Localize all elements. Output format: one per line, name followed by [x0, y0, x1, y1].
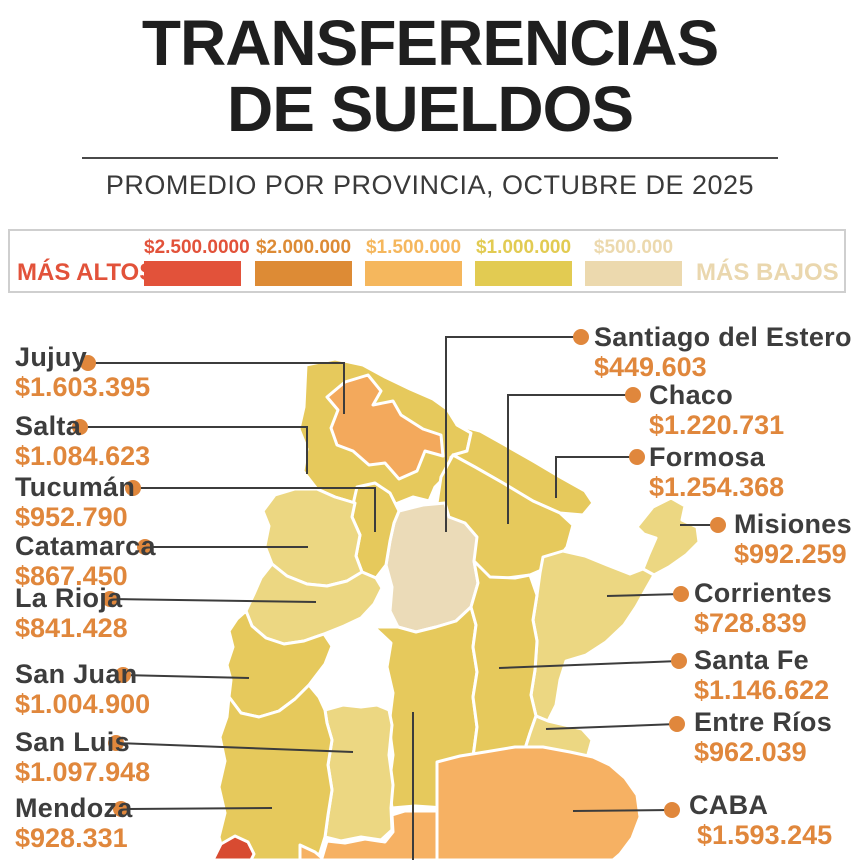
- legend-bucket-1: $2.000.000: [255, 237, 352, 286]
- province-name: Misiones: [734, 509, 852, 539]
- province-value: $1.097.948: [15, 757, 151, 787]
- province-name: Mendoza: [15, 793, 133, 823]
- legend-bucket-2-label: $1.500.000: [365, 237, 462, 258]
- legend-bucket-0-label: $2.500.0000: [144, 237, 250, 258]
- page-title: TRANSFERENCIAS DE SUELDOS: [0, 10, 860, 142]
- province-name: Corrientes: [694, 578, 833, 608]
- province-name: Jujuy: [15, 342, 88, 372]
- province-name: La Rioja: [15, 583, 123, 613]
- province-value: $1.593.245: [697, 820, 833, 850]
- province-label-salta: Salta $1.084.623: [15, 412, 150, 470]
- legend-bucket-1-label: $2.000.000: [255, 237, 352, 258]
- province-label-entre-rios: Entre Ríos $962.039: [694, 708, 832, 766]
- province-value: $952.790: [15, 502, 128, 532]
- province-label-san-juan: San Juan $1.004.900: [15, 660, 150, 718]
- province-name: San Juan: [15, 659, 138, 689]
- province-label-jujuy: Jujuy $1.603.395: [15, 343, 150, 401]
- province-name: Santa Fe: [694, 645, 809, 675]
- province-value: $1.603.395: [15, 372, 151, 402]
- legend-bucket-4-swatch: [585, 261, 682, 286]
- province-label-misiones: Misiones $992.259: [734, 510, 852, 568]
- province-name: CABA: [689, 790, 769, 820]
- province-value: $1.254.368: [649, 472, 785, 502]
- province-misiones: [635, 496, 701, 577]
- argentina-map: [211, 357, 701, 860]
- province-name: Catamarca: [15, 531, 156, 561]
- province-label-corrientes: Corrientes $728.839: [694, 579, 832, 637]
- province-name: San Luis: [15, 727, 130, 757]
- legend-bucket-2: $1.500.000: [365, 237, 462, 286]
- province-value: $1.220.731: [649, 410, 785, 440]
- page-subtitle: PROMEDIO POR PROVINCIA, OCTUBRE DE 2025: [105, 170, 755, 200]
- province-value: $992.259: [734, 539, 847, 569]
- legend-low-label: MÁS BAJOS: [696, 259, 839, 286]
- province-value: $1.084.623: [15, 441, 151, 471]
- province-corrientes: [529, 549, 656, 723]
- province-san-luis: [323, 703, 395, 843]
- province-name: Entre Ríos: [694, 707, 833, 737]
- province-value: $867.450: [15, 561, 128, 591]
- legend-bucket-2-swatch: [365, 261, 462, 286]
- province-value: $928.331: [15, 823, 128, 853]
- province-name: Salta: [15, 411, 82, 441]
- province-label-tucuman: Tucumán $952.790: [15, 473, 135, 531]
- legend-bucket-0-swatch: [144, 261, 241, 286]
- province-label-la-rioja: La Rioja $841.428: [15, 584, 128, 642]
- title-line-2: DE SUELDOS: [226, 73, 634, 145]
- legend-bucket-0: $2.500.0000: [144, 237, 250, 286]
- province-value: $1.004.900: [15, 689, 151, 719]
- legend-bucket-1-swatch: [255, 261, 352, 286]
- province-value: $728.839: [694, 608, 807, 638]
- province-value: $962.039: [694, 737, 807, 767]
- province-label-santiago-del-estero: Santiago del Estero $449.603: [594, 323, 852, 381]
- province-label-catamarca: Catamarca $867.450: [15, 532, 156, 590]
- province-value: $1.146.622: [694, 675, 830, 705]
- province-value: $449.603: [594, 352, 707, 382]
- province-neuquen: [211, 834, 256, 860]
- province-name: Santiago del Estero: [594, 322, 852, 352]
- legend-bucket-3-swatch: [475, 261, 572, 286]
- legend-high-label: MÁS ALTOS: [17, 259, 156, 286]
- province-name: Chaco: [649, 380, 734, 410]
- province-label-chaco: Chaco $1.220.731: [649, 381, 784, 439]
- legend-bucket-4-label: $500.000: [593, 237, 674, 258]
- title-line-1: TRANSFERENCIAS: [141, 7, 719, 79]
- legend-bucket-3: $1.000.000: [475, 237, 572, 286]
- province-label-mendoza: Mendoza $928.331: [15, 794, 133, 852]
- province-label-santa-fe: Santa Fe $1.146.622: [694, 646, 829, 704]
- legend-bucket-3-label: $1.000.000: [475, 237, 572, 258]
- title-divider: [82, 157, 778, 159]
- legend-bucket-4: $500.000: [585, 237, 682, 286]
- province-name: Tucumán: [15, 472, 136, 502]
- province-value: $841.428: [15, 613, 128, 643]
- province-label-san-luis: San Luis $1.097.948: [15, 728, 150, 786]
- legend-box: MÁS ALTOS $2.500.0000 $2.000.000 $1.500.…: [8, 229, 846, 293]
- province-name: Formosa: [649, 442, 766, 472]
- province-label-formosa: Formosa $1.254.368: [649, 443, 784, 501]
- province-buenos-aires: [435, 745, 642, 860]
- province-label-caba: CABA $1.593.245: [689, 791, 832, 849]
- province-jujuy: [325, 373, 445, 481]
- province-mendoza: [217, 683, 334, 860]
